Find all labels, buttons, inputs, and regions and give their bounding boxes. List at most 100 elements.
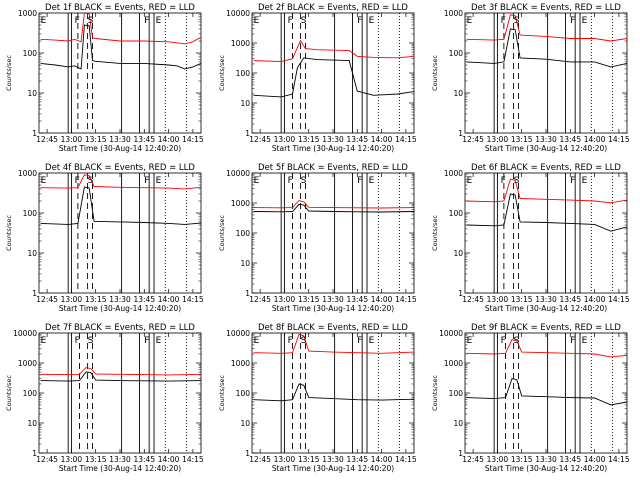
y-tick-label: 10 [453, 419, 463, 428]
x-tick-label: 13:45 [133, 455, 155, 464]
x-tick-label: 14:15 [182, 455, 204, 464]
region-marker-label: F [288, 16, 293, 26]
plot-frame [464, 332, 628, 454]
y-tick-label: 1000 [231, 39, 250, 48]
chart-title: Det 3f BLACK = Events, RED = LLD [471, 3, 621, 13]
x-tick-label: 12:45 [249, 135, 271, 144]
region-marker-label: E [467, 176, 473, 186]
y-axis-label: Counts/sec [218, 55, 226, 91]
region-marker-label: F [75, 16, 80, 26]
y-tick-label: 10 [240, 419, 250, 428]
x-tick-label: 12:45 [462, 455, 484, 464]
region-marker-label: E [467, 16, 473, 26]
x-axis-label: Start Time (30-Aug-14 12:40:20) [272, 304, 394, 313]
y-tick-label: 100 [23, 389, 38, 398]
y-tick-label: 100 [449, 209, 464, 218]
x-tick-label: 13:30 [109, 135, 131, 144]
y-tick-label: 10000 [226, 169, 250, 178]
chart-title: Det 6f BLACK = Events, RED = LLD [471, 163, 621, 173]
y-tick-label: 100 [236, 69, 251, 78]
series-line-0 [40, 174, 201, 190]
x-tick-label: 14:00 [158, 135, 180, 144]
x-axis-label: Start Time (30-Aug-14 12:40:20) [59, 144, 181, 153]
plot-frame [251, 172, 415, 294]
plot-area [466, 333, 627, 453]
y-tick-label: 100 [23, 49, 38, 58]
x-tick-label: 14:15 [395, 135, 417, 144]
region-marker-label: E [41, 16, 47, 26]
region-marker-label: F [501, 176, 506, 186]
y-axis-label: Counts/sec [5, 55, 13, 91]
x-tick-label: 13:30 [535, 295, 557, 304]
x-tick-label: 13:45 [559, 455, 581, 464]
x-tick-label: 13:30 [109, 455, 131, 464]
series-line-0 [253, 39, 414, 63]
x-axis-label: Start Time (30-Aug-14 12:40:20) [272, 144, 394, 153]
x-tick-label: 13:00 [487, 135, 509, 144]
x-tick-label: 13:45 [346, 135, 368, 144]
region-marker-label: S [301, 176, 307, 186]
region-marker-label: S [301, 336, 307, 346]
y-tick-label: 10000 [439, 329, 463, 338]
series-line-1 [40, 371, 201, 382]
x-tick-label: 13:00 [61, 295, 83, 304]
x-tick-label: 14:00 [158, 295, 180, 304]
y-tick-label: 1 [458, 449, 463, 458]
region-marker-label: E [156, 176, 162, 186]
y-tick-label: 1 [32, 289, 37, 298]
x-tick-label: 13:45 [133, 295, 155, 304]
chart-title: Det 2f BLACK = Events, RED = LLD [258, 3, 408, 13]
plot-frame [251, 332, 415, 454]
region-marker-label: F [75, 176, 80, 186]
series-line-0 [466, 14, 627, 42]
y-tick-label: 10 [27, 249, 37, 258]
region-marker-label: E [156, 336, 162, 346]
x-tick-label: 13:15 [85, 295, 107, 304]
y-tick-label: 1000 [444, 169, 463, 178]
y-tick-label: 1 [245, 129, 250, 138]
region-marker-label: F [501, 16, 506, 26]
y-tick-label: 10000 [226, 9, 250, 18]
y-tick-label: 1 [245, 289, 250, 298]
region-marker-label: E [254, 336, 260, 346]
region-marker-label: E [369, 176, 375, 186]
y-tick-label: 1 [245, 449, 250, 458]
y-tick-label: 10 [240, 259, 250, 268]
x-tick-label: 13:00 [61, 135, 83, 144]
plot-frame [38, 12, 202, 134]
plot-area [253, 13, 414, 133]
region-marker-label: F [357, 336, 362, 346]
plot-frame [251, 12, 415, 134]
x-tick-label: 13:15 [511, 295, 533, 304]
x-tick-label: 13:30 [322, 135, 344, 144]
region-marker-label: S [514, 336, 520, 346]
region-marker-label: E [369, 336, 375, 346]
x-tick-label: 14:00 [371, 455, 393, 464]
x-axis-label: Start Time (30-Aug-14 12:40:20) [485, 144, 607, 153]
y-tick-label: 1 [458, 129, 463, 138]
x-tick-label: 14:15 [608, 455, 630, 464]
y-tick-label: 100 [236, 389, 251, 398]
x-tick-label: 13:00 [61, 455, 83, 464]
series-line-1 [40, 24, 201, 70]
y-tick-label: 1 [458, 289, 463, 298]
y-axis-label: Counts/sec [431, 375, 439, 411]
region-marker-label: S [514, 176, 520, 186]
series-line-1 [466, 378, 627, 406]
y-tick-label: 100 [449, 389, 464, 398]
plot-area [253, 333, 414, 453]
series-line-1 [466, 193, 627, 232]
y-tick-label: 10 [453, 249, 463, 258]
y-tick-label: 1 [32, 449, 37, 458]
x-tick-label: 12:45 [36, 135, 58, 144]
region-marker-label: E [369, 16, 375, 26]
region-marker-label: S [514, 16, 520, 26]
region-marker-label: F [570, 336, 575, 346]
x-tick-label: 13:00 [274, 135, 296, 144]
